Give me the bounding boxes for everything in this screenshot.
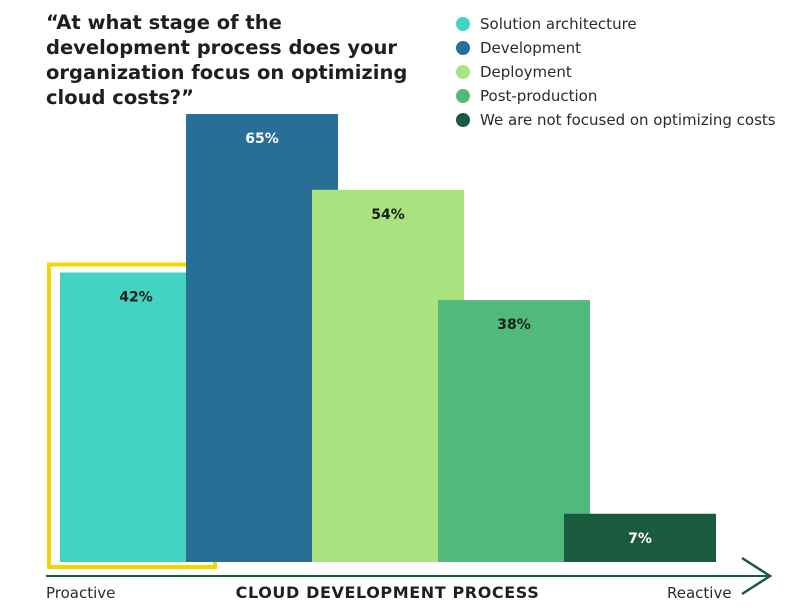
legend-label: Post-production [480,87,598,105]
legend-label: Deployment [480,63,572,81]
legend-item-deployment: Deployment [456,60,776,84]
x-axis-arrowhead-icon [741,556,773,596]
chart-title: “At what stage of the development proces… [46,11,408,109]
legend-item-solution-architecture: Solution architecture [456,12,776,36]
x-axis-end-label: Reactive [667,584,732,602]
bar-value-label-1: 65% [245,131,279,147]
legend-swatch [456,89,470,103]
bar-4 [564,513,716,562]
bar-value-label-4: 7% [628,531,652,547]
bar-value-label-3: 38% [497,317,531,333]
legend-swatch [456,65,470,79]
chart-legend: Solution architecture Development Deploy… [456,12,776,132]
bar-value-label-0: 42% [119,290,153,306]
legend-label: Solution architecture [480,15,637,33]
bar-value-label-2: 54% [371,207,405,223]
legend-label: Development [480,39,581,57]
legend-item-post-production: Post-production [456,84,776,108]
legend-label: We are not focused on optimizing costs [480,111,776,129]
legend-item-development: Development [456,36,776,60]
legend-swatch [456,113,470,127]
legend-swatch [456,17,470,31]
legend-item-not-focused: We are not focused on optimizing costs [456,108,776,132]
legend-swatch [456,41,470,55]
x-axis-start-label: Proactive [46,584,116,602]
x-axis-title: CLOUD DEVELOPMENT PROCESS [235,583,540,602]
